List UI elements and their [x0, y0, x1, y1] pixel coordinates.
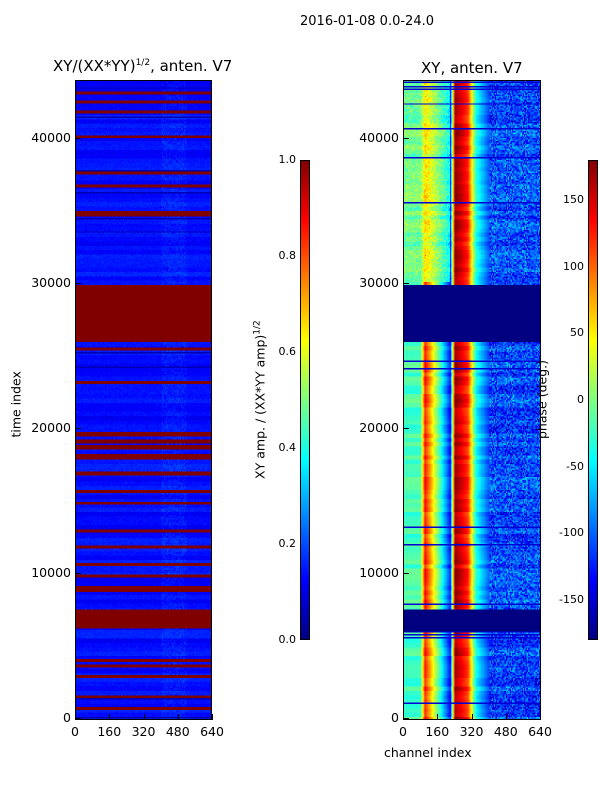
x-tick-mark [471, 714, 473, 720]
y-tick-mark [75, 428, 81, 429]
colorbar-tick-label: 0.0 [278, 633, 297, 646]
left-heatmap [75, 80, 212, 720]
y-tick-mark [403, 138, 409, 139]
colorbar-tick-label: 0 [577, 393, 584, 406]
y-tick-mark [403, 573, 409, 574]
y-tick-label: 40000 [31, 130, 71, 145]
x-tick-label: 320 [459, 724, 484, 739]
x-tick-label: 640 [528, 724, 552, 739]
left-panel-title: XY/(XX*YY)1/2, anten. V7 [53, 57, 233, 75]
x-tick-mark [212, 714, 213, 720]
x-tick-label: 0 [399, 724, 407, 739]
colorbar-tick-label: 50 [570, 326, 584, 340]
colorbar-tick-label: 0.4 [278, 441, 297, 454]
x-tick-mark [437, 714, 439, 720]
y-tick-mark [75, 573, 81, 574]
colorbar-tick-label: 0.8 [278, 249, 297, 262]
y-tick-mark [403, 718, 409, 719]
x-tick-mark [403, 714, 404, 720]
right-heatmap [403, 80, 540, 720]
y-tick-mark [403, 428, 409, 429]
y-tick-label: 10000 [359, 565, 399, 580]
x-tick-mark [540, 714, 541, 720]
figure-suptitle: 2016-01-08 0.0-24.0 [300, 14, 434, 29]
right-xlabel: channel index [384, 745, 472, 760]
x-tick-label: 160 [425, 724, 450, 739]
colorbar-tick-label: 1.0 [278, 153, 297, 166]
colorbar-tick-label: -100 [559, 526, 584, 540]
y-tick-label: 30000 [31, 275, 71, 290]
colorbar-tick-label: 150 [563, 193, 584, 206]
x-tick-label: 160 [97, 724, 122, 739]
y-tick-label: 40000 [359, 130, 399, 145]
colorbar-tick-label: -50 [566, 459, 584, 473]
x-tick-mark [109, 714, 111, 720]
x-tick-label: 320 [131, 724, 156, 739]
x-tick-mark [143, 714, 145, 720]
y-tick-mark [75, 283, 81, 284]
x-tick-mark [505, 714, 507, 720]
y-tick-label: 30000 [359, 275, 399, 290]
y-tick-label: 20000 [359, 420, 399, 435]
y-tick-label: 10000 [31, 565, 71, 580]
y-tick-label: 0 [391, 710, 399, 725]
colorbar-tick-label: 100 [563, 259, 584, 273]
amplitude-colorbar [300, 160, 309, 640]
phase-colorbar [588, 160, 597, 640]
y-tick-mark [75, 138, 81, 139]
y-tick-label: 0 [63, 710, 71, 725]
colorbar-tick-label: 0.6 [278, 345, 297, 358]
right-panel-title: XY, anten. V7 [421, 59, 523, 77]
x-tick-label: 640 [200, 724, 224, 739]
x-tick-label: 480 [493, 724, 518, 739]
y-tick-mark [75, 718, 81, 719]
x-tick-mark [177, 714, 179, 720]
x-tick-label: 480 [165, 724, 190, 739]
x-tick-label: 0 [71, 724, 79, 739]
colorbar-tick-label: -150 [559, 593, 584, 606]
colorbar-tick-label: 0.2 [278, 537, 297, 550]
x-tick-mark [75, 714, 76, 720]
y-tick-mark [403, 283, 409, 284]
amplitude-colorbar-label: XY amp. / (XX*YY amp)1/2 [252, 320, 268, 479]
y-tick-label: 20000 [31, 420, 71, 435]
